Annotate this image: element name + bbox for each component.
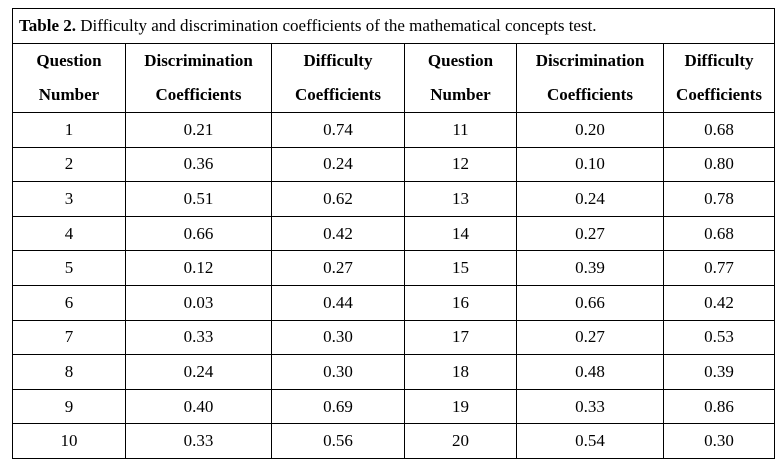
column-header-line: Question [36, 51, 102, 70]
table-cell: 0.39 [516, 250, 664, 286]
table-cell: 3 [12, 181, 126, 217]
table-cell: 0.42 [662, 284, 776, 321]
caption-label: Table 2. [19, 16, 77, 35]
table-cell: 0.80 [662, 146, 776, 183]
table-cell: 0.69 [271, 388, 405, 425]
table-row: 9 0.40 0.69 19 0.33 0.86 [12, 388, 776, 425]
column-header-line: Difficulty [684, 51, 754, 70]
table-cell: 2 [12, 146, 126, 183]
table-cell: 6 [12, 284, 126, 321]
column-header-line: Coefficients [676, 85, 762, 104]
column-header-line: Number [430, 85, 491, 104]
table-cell: 0.20 [516, 112, 664, 148]
table-cell: 0.54 [516, 423, 664, 459]
table-cell: 0.30 [662, 423, 776, 459]
table-cell: 1 [12, 112, 126, 148]
table-cell: 20 [404, 423, 517, 459]
table-cell: 0.78 [662, 181, 776, 217]
column-header-line: Coefficients [547, 85, 633, 104]
table-cell: 0.27 [516, 319, 664, 356]
table-cell: 0.68 [662, 215, 776, 252]
column-header: Discrimination Coefficients [516, 43, 664, 113]
coefficients-table: Table 2. Difficulty and discrimination c… [11, 8, 776, 459]
table-cell: 15 [404, 250, 517, 286]
table-cell: 0.27 [271, 250, 405, 286]
table-cell: 13 [404, 181, 517, 217]
table-cell: 0.51 [125, 181, 272, 217]
table-cell: 0.30 [271, 319, 405, 356]
column-header: Question Number [404, 43, 517, 113]
table-cell: 0.74 [271, 112, 405, 148]
table-cell: 0.24 [516, 181, 664, 217]
column-header-line: Coefficients [295, 85, 381, 104]
column-header-line: Discrimination [144, 51, 253, 70]
column-header-line: Difficulty [303, 51, 373, 70]
table-cell: 0.86 [662, 388, 776, 425]
table-cell: 0.33 [125, 423, 272, 459]
table-cell: 0.53 [662, 319, 776, 356]
table-row: 3 0.51 0.62 13 0.24 0.78 [12, 181, 776, 217]
column-header: Question Number [12, 43, 126, 113]
header-row: Question Number Discrimination Coefficients… [12, 43, 776, 113]
table-cell: 0.03 [125, 284, 272, 321]
table-row: 7 0.33 0.30 17 0.27 0.53 [12, 319, 776, 356]
table-row: 5 0.12 0.27 15 0.39 0.77 [12, 250, 776, 286]
column-header: Difficulty Coefficients [271, 43, 405, 113]
table-cell: 19 [404, 388, 517, 425]
table-cell: 0.39 [662, 354, 776, 390]
caption-row: Table 2. Difficulty and discrimination c… [11, 8, 776, 44]
table-row: 6 0.03 0.44 16 0.66 0.42 [12, 284, 776, 321]
table-cell: 0.44 [271, 284, 405, 321]
table-row: 1 0.21 0.74 11 0.20 0.68 [12, 112, 776, 148]
table-cell: 0.24 [125, 354, 272, 390]
table-cell: 0.66 [516, 284, 664, 321]
table-cell: 9 [12, 388, 126, 425]
table-container: Table 2. Difficulty and discrimination c… [11, 8, 776, 459]
table-row: 10 0.33 0.56 20 0.54 0.30 [12, 423, 776, 459]
table-cell: 7 [12, 319, 126, 356]
table-cell: 0.48 [516, 354, 664, 390]
table-cell: 0.40 [125, 388, 272, 425]
caption-text: Difficulty and discrimination coefficien… [76, 16, 597, 35]
table-cell: 17 [404, 319, 517, 356]
table-cell: 0.24 [271, 146, 405, 183]
column-header: Difficulty Coefficients [662, 43, 776, 113]
column-header-line: Question [427, 51, 494, 70]
table-row: 4 0.66 0.42 14 0.27 0.68 [12, 215, 776, 252]
table-cell: 8 [12, 354, 126, 390]
table-cell: 11 [404, 112, 517, 148]
table-cell: 0.62 [271, 181, 405, 217]
table-caption: Table 2. Difficulty and discrimination c… [11, 8, 776, 44]
table-cell: 18 [404, 354, 517, 390]
table-cell: 5 [12, 250, 126, 286]
table-cell: 14 [404, 215, 517, 252]
table-cell: 0.33 [125, 319, 272, 356]
table-row: 2 0.36 0.24 12 0.10 0.80 [12, 146, 776, 183]
table-cell: 0.66 [125, 215, 272, 252]
table-cell: 0.68 [662, 112, 776, 148]
column-header-line: Number [38, 85, 100, 104]
table-cell: 0.12 [125, 250, 272, 286]
table-cell: 0.56 [271, 423, 405, 459]
table-cell: 10 [12, 423, 126, 459]
column-header-line: Coefficients [155, 85, 242, 104]
table-cell: 0.10 [516, 146, 664, 183]
table-cell: 0.77 [662, 250, 776, 286]
table-cell: 16 [404, 284, 517, 321]
table-cell: 0.42 [271, 215, 405, 252]
table-cell: 0.30 [271, 354, 405, 390]
column-header-line: Discrimination [535, 51, 645, 70]
table-body: 1 0.21 0.74 11 0.20 0.68 2 0.36 0.24 12 0.10 0.80 3 0… [12, 112, 776, 459]
table-cell: 12 [404, 146, 517, 183]
table-cell: 4 [12, 215, 126, 252]
table-cell: 0.21 [125, 112, 272, 148]
table-row: 8 0.24 0.30 18 0.48 0.39 [12, 354, 776, 390]
table-cell: 0.36 [125, 146, 272, 183]
table-cell: 0.27 [516, 215, 664, 252]
table-cell: 0.33 [516, 388, 664, 425]
column-header: Discrimination Coefficients [125, 43, 272, 113]
